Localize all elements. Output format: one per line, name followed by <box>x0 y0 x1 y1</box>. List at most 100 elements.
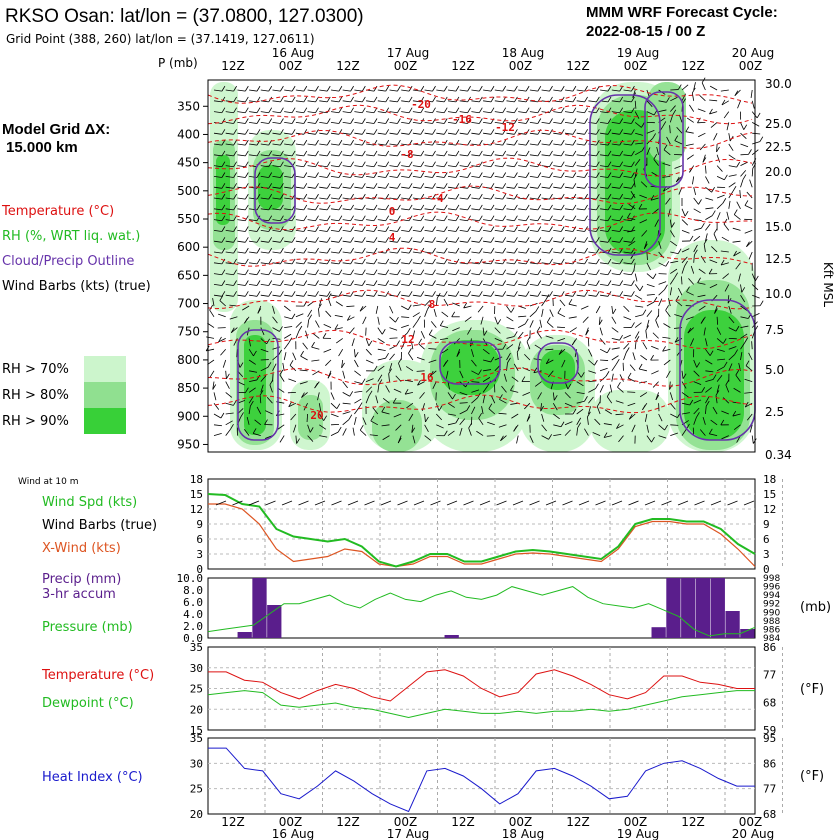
wind-barb-flag <box>385 269 390 275</box>
wind-barb <box>377 316 380 325</box>
wind-barb-flag <box>490 107 495 113</box>
wind-barb-flag <box>361 161 366 167</box>
wind-barb-flag <box>280 258 284 265</box>
wind-barb-flag <box>664 284 668 290</box>
wind-barb <box>702 417 706 425</box>
wind-barb <box>594 418 601 426</box>
wind-barb <box>401 197 410 200</box>
wind-barb <box>611 316 617 324</box>
wind-barb-flag <box>318 303 322 310</box>
wind-barb-flag <box>677 84 682 90</box>
wind-barb-flag <box>280 150 284 157</box>
wind-barb-flag <box>595 247 600 254</box>
wind-barb <box>354 284 363 286</box>
wind-barb-flag <box>336 403 341 409</box>
wind-barb <box>611 355 619 361</box>
wind-barb-flag <box>443 172 448 178</box>
wind-barb <box>486 435 495 437</box>
wind-barb-flag <box>584 204 588 211</box>
wind-barb <box>284 284 293 286</box>
wind-barb-flag <box>443 118 448 124</box>
wind-barb <box>295 132 304 135</box>
wind-barb <box>611 338 620 341</box>
wind-barb-flag <box>514 204 518 211</box>
wind-barb-flag <box>549 215 553 221</box>
wind-barb <box>389 273 398 276</box>
wind-barb-flag <box>361 269 366 275</box>
temperature-contour-label: -4 <box>430 192 444 205</box>
wind-barb <box>295 313 304 318</box>
wind-barb <box>674 314 683 318</box>
wind-barb <box>377 111 386 114</box>
wind-barb-flag <box>361 118 366 124</box>
wind-barb-flag <box>221 237 226 243</box>
wind-barb <box>260 111 269 114</box>
wind-barb-flag <box>514 96 518 103</box>
wind-barb-flag <box>514 269 518 275</box>
wind-barb-flag <box>467 193 471 200</box>
surface-wind-barb <box>479 500 491 506</box>
wind-barb <box>482 377 491 382</box>
wind-barb <box>334 327 343 330</box>
surface-wind-barb <box>446 500 458 506</box>
pressure-tick-label: 650 <box>177 268 200 282</box>
grid-spacing-value: 15.000 km <box>6 139 78 156</box>
wind-barb <box>644 413 648 422</box>
wind-barb-flag <box>322 333 327 339</box>
wind-barb-flag <box>549 237 553 243</box>
wind-barb-flag <box>596 401 601 407</box>
surface-wind-barb <box>232 500 243 506</box>
wind-barb <box>483 294 492 297</box>
wind-barb-flag <box>709 350 714 356</box>
wind-barb-flag <box>669 384 673 390</box>
wind-barb-flag <box>549 161 553 167</box>
wind-barb-flag <box>549 226 553 232</box>
wind-barb <box>709 433 718 436</box>
wind-barb <box>206 336 215 339</box>
wind-barb <box>564 132 573 135</box>
wind-barb <box>713 133 718 141</box>
precip-right-tick: 996 <box>763 583 780 593</box>
wind-barb-flag <box>218 336 222 343</box>
wind-barb <box>553 240 562 243</box>
wind-barb-flag <box>560 193 565 200</box>
wind-barb-flag <box>315 172 319 178</box>
wind-barb-flag <box>233 172 237 178</box>
wind-barb <box>370 420 378 426</box>
wind-barb <box>740 316 749 319</box>
wind-barb <box>600 111 609 114</box>
wind-barb-flag <box>288 337 293 343</box>
wind-barb-flag <box>408 129 413 135</box>
wind-barb-flag <box>585 329 590 336</box>
wind-barb-flag <box>595 383 599 389</box>
wind-barb <box>377 294 386 297</box>
wind-barb <box>459 89 468 92</box>
wind-barb <box>365 395 370 404</box>
wind-barb <box>272 186 281 189</box>
wind-barb <box>225 420 233 426</box>
wind-barb-flag <box>291 85 296 92</box>
wind-barb <box>377 374 383 382</box>
wind-barb <box>752 132 761 135</box>
wind-barb-flag <box>584 107 588 113</box>
wind-barb <box>564 392 571 399</box>
wind-barb <box>366 111 375 114</box>
wind-barb <box>494 219 503 222</box>
wind-barb <box>611 251 620 254</box>
wind-barb-flag <box>397 204 401 211</box>
wind-barb <box>315 320 320 328</box>
wind-barb <box>600 186 609 189</box>
wind-barb <box>377 230 386 232</box>
wind-barb <box>506 327 515 330</box>
wind-barb <box>299 381 308 385</box>
wind-barb <box>471 176 480 178</box>
wind-barb <box>237 154 246 157</box>
wind-barb-flag <box>303 204 308 211</box>
wind-barb-flag <box>368 390 373 396</box>
wind-barb <box>307 251 316 254</box>
wind-barb <box>249 262 258 265</box>
wind-barb <box>529 111 538 114</box>
wind-barb-flag <box>595 258 600 265</box>
wind-barb <box>283 342 290 350</box>
wind-barb <box>576 427 579 436</box>
